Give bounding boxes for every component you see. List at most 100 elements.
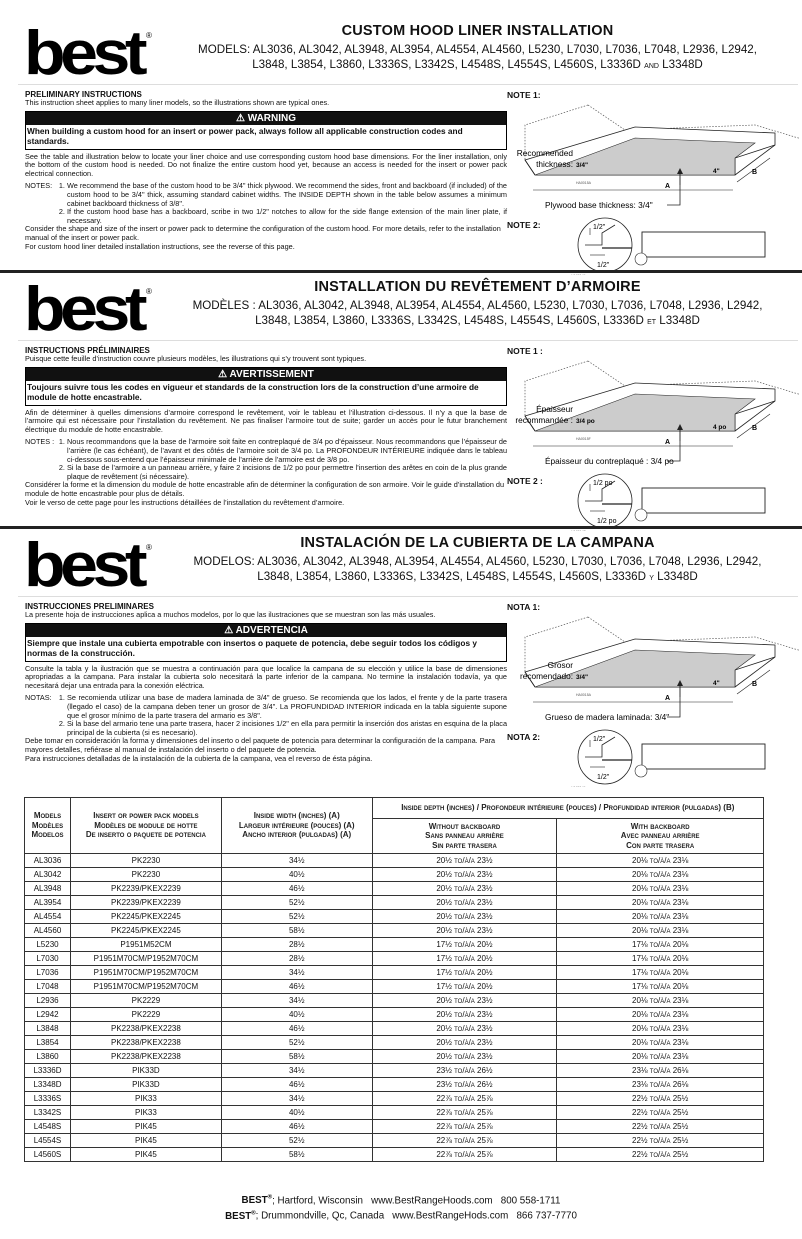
table-header-row: Models Modèles Modelos Insert or power pac… (24, 797, 765, 854)
models-list: MODELOS: AL3036, AL3042, AL3948, AL3954,… (160, 554, 795, 585)
table-row: L4548S PIK45 46½ 22⅞ to/à/a 25⅞ 22½ to/à/a 2… (24, 1119, 764, 1134)
footer-brand: BEST® (242, 1195, 273, 1206)
inside-width-cell: 40½ (220, 1105, 373, 1120)
table-row: AL3954 PK2239/PKEX2239 52½ 20½ to/à/a 23½ 20… (24, 895, 764, 910)
warning-label: AVERTISSEMENT (229, 368, 314, 380)
notes-list: NOTES : Nous recommandons que la base de… (25, 438, 507, 481)
table-row: AL3948 PK2239/PKEX2239 46½ 20½ to/à/a 23½ 20… (24, 881, 764, 896)
insert-model-cell: PK2229 (69, 993, 222, 1008)
header-line: Avec panneau arrière (620, 831, 700, 841)
inside-width-cell: 52½ (220, 895, 373, 910)
warning-triangle-icon: ⚠ (235, 112, 245, 124)
closing-text: Voir le verso de cette page pour les ins… (25, 497, 345, 507)
table-row: L7036 P1951M70CM/P1952M70CM 34½ 17½ to/à/a … (24, 965, 764, 980)
thickness-value: 3/4" (576, 674, 588, 681)
header-divider (18, 84, 798, 85)
notch-depth-label: 1/2" (593, 736, 606, 743)
inside-width-cell: 46½ (220, 1077, 373, 1092)
depth-with-backboard-cell: 22½ to/à/a 25½ (556, 1105, 764, 1120)
footer-contact: ; Hartford, Wisconsin www.BestRangeHoods… (272, 1195, 561, 1207)
inside-width-cell: 28½ (220, 951, 373, 966)
models-last: L3348D (662, 58, 703, 71)
insert-model-cell: P1951M52CM (69, 937, 222, 952)
header-line: Inside width (inches) (A) (253, 811, 340, 821)
inside-width-cell: 34½ (220, 1063, 373, 1078)
depth-without-backboard-cell: 20½ to/à/a 23½ (371, 1007, 558, 1022)
depth-with-backboard-cell: 20⅛ to/à/a 23⅛ (556, 895, 764, 910)
closing-text: Para instrucciones detalladas de la inst… (25, 753, 373, 763)
insert-model-cell: P1951M70CM/P1952M70CM (69, 979, 222, 994)
notes-list: NOTAS: Se recomienda utilizar una base d… (25, 694, 507, 737)
warning-label: WARNING (247, 112, 297, 124)
closing-text: Consider the shape and size of the inser… (25, 224, 501, 242)
table-row: L3336S PIK33 34½ 22⅞ to/à/a 25⅞ 22½ to/à/a 2… (24, 1091, 764, 1106)
best-logo: best ® (24, 280, 152, 340)
insert-model-cell: PK2230 (69, 853, 222, 868)
depth-without-backboard-cell: 20½ to/à/a 23½ (371, 853, 558, 868)
inside-width-cell: 34½ (220, 1091, 373, 1106)
model-cell: L7030 (24, 951, 71, 966)
depth-without-backboard-cell: 22⅞ to/à/a 25⅞ (371, 1133, 558, 1148)
dimension-a: A (665, 695, 670, 702)
header-line: Insert or power pack models (93, 811, 199, 821)
model-cell: L3848 (24, 1021, 71, 1036)
section-divider (0, 526, 802, 529)
inside-width-cell: 34½ (220, 853, 373, 868)
models-line-1: MODÈLES : AL3036, AL3042, AL3948, AL3954… (192, 299, 763, 312)
depth-without-backboard-cell: 23½ to/à/a 26½ (371, 1077, 558, 1092)
figure-code: HA0014A (571, 274, 587, 275)
section-title: INSTALACIÓN DE LA CUBIERTA DE LA CAMPANA (300, 535, 655, 551)
insert-model-cell: PK2238/PKEX2238 (69, 1049, 222, 1064)
figure-code: HA0014F (571, 530, 586, 531)
models-line-2: L3848, L3854, L3860, L3336S, L3342S, L45… (160, 569, 795, 585)
notes-list: NOTES: We recommend the base of the cust… (25, 182, 507, 225)
depth-without-backboard-cell: 20½ to/à/a 23½ (371, 993, 558, 1008)
registered-mark: ® (267, 1195, 273, 1201)
table-subheader-row: Without backboard Sans panneau arrière Sin… (25, 818, 764, 854)
model-cell: L2936 (24, 993, 71, 1008)
table-row: L7048 P1951M70CM/P1952M70CM 46½ 17½ to/à/a … (24, 979, 764, 994)
note-item: Si la base del armario tene una parte tr… (67, 719, 507, 737)
warning-text: Siempre que instale una cubierta empotra… (27, 637, 477, 659)
recommended-label-2: recommandée : (515, 415, 573, 425)
dimension-4: 4 po (713, 424, 726, 431)
footer-brand: BEST® (225, 1210, 256, 1221)
insert-model-cell: P1951M70CM/P1952M70CM (69, 965, 222, 980)
depth-without-backboard-cell: 20½ to/à/a 23½ (371, 909, 558, 924)
warning-text: When building a custom hood for an inser… (27, 125, 463, 147)
models-line-2-text: L3848, L3854, L3860, L3336S, L3342S, L45… (252, 58, 641, 71)
recommended-label-2: thickness: (536, 159, 573, 169)
models-line-1: MODELS: AL3036, AL3042, AL3948, AL3954, … (198, 43, 757, 56)
insert-model-cell: PK2245/PKEX2245 (69, 923, 222, 938)
models-connector: and (644, 60, 659, 71)
recommended-label: Recommended (517, 148, 574, 158)
dimension-4: 4" (713, 680, 720, 687)
header-line: Sin parte trasera (432, 840, 497, 850)
note-item: We recommend the base of the custom hood… (67, 182, 507, 208)
recommended-label-2: recomendado: (520, 671, 573, 681)
models-line-1: MODELOS: AL3036, AL3042, AL3948, AL3954,… (193, 555, 762, 568)
depth-with-backboard-cell: 20⅛ to/à/a 23⅛ (556, 1007, 764, 1022)
models-line-2-text: L3848, L3854, L3860, L3336S, L3342S, L45… (255, 314, 644, 327)
header-width: Inside width (inches) (A) Largeur intérie… (220, 797, 373, 854)
table-row: AL3042 PK2230 40½ 20½ to/à/a 23½ 20⅛ to/à/a … (24, 867, 764, 882)
prelim-text: Puisque cette feuille d’instruction couv… (25, 354, 367, 363)
inside-width-cell: 52½ (220, 1035, 373, 1050)
note-item: Si la base de l’armoire a un panneau arr… (67, 463, 507, 481)
notch-depth-label: 1/2 po (593, 480, 613, 487)
header-line: Modèles de module de hotte (94, 820, 198, 830)
header-with-backboard: With backboard Avec panneau arrière Con pa… (556, 818, 764, 854)
note1-label: NOTE 1 : (507, 346, 543, 356)
prelim-text: This instruction sheet applies to many l… (25, 98, 330, 107)
thickness-value: 3/4 po (576, 418, 595, 425)
model-cell: L3342S (24, 1105, 71, 1120)
insert-model-cell: PIK33 (69, 1091, 222, 1106)
warning-box: ⚠ AVERTISSEMENT Toujours suivre tous les… (25, 366, 507, 406)
inside-width-cell: 46½ (220, 979, 373, 994)
closing-text: For custom hood liner detailed installat… (25, 241, 295, 251)
header-line: Modèles (31, 820, 64, 830)
depth-with-backboard-cell: 20⅛ to/à/a 23⅛ (556, 867, 764, 882)
table-row: L3348D PIK33D 46½ 23½ to/à/a 26½ 23⅛ to/à/a … (24, 1077, 764, 1092)
table-row: L3342S PIK33 40½ 22⅞ to/à/a 25⅞ 22½ to/à/a 2… (24, 1105, 764, 1120)
